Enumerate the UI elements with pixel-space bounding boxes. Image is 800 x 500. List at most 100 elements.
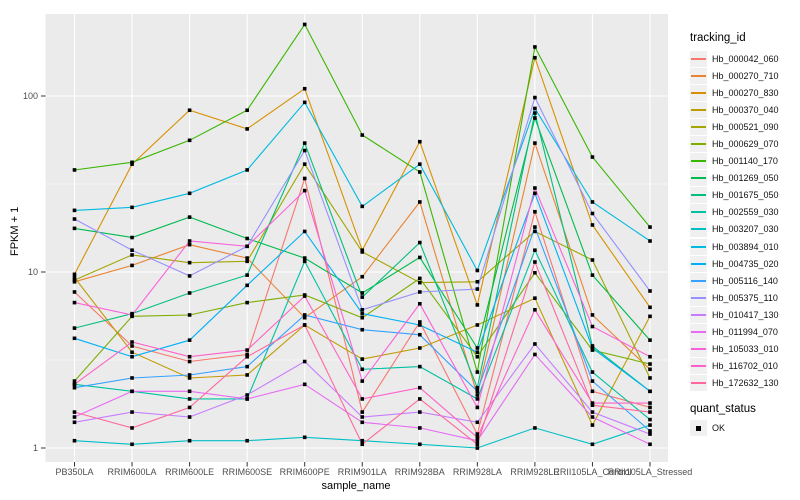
- data-point-marker: [590, 410, 595, 414]
- legend-item-Hb_002559_030: Hb_002559_030: [690, 204, 779, 221]
- data-point-marker: [72, 290, 77, 294]
- x-tick-label-RRII105LA_Stressed: RRII105LA_Stressed: [607, 467, 693, 477]
- data-point-marker: [533, 260, 537, 264]
- data-point-marker: [130, 313, 134, 317]
- legend-item-quant-ok: OK: [690, 419, 725, 436]
- x-tick-label-PB350LA: PB350LA: [55, 467, 94, 477]
- legend-item-label: Hb_003894_010: [712, 241, 779, 252]
- data-point-marker: [72, 420, 77, 425]
- data-point-marker: [302, 100, 307, 105]
- data-point-marker: [533, 106, 537, 111]
- legend-line-icon: [691, 91, 706, 94]
- legend-line-icon: [691, 74, 706, 77]
- black-square-point-icon: [696, 425, 701, 431]
- legend-item-label: Hb_000270_830: [712, 87, 779, 98]
- data-point-marker: [418, 240, 422, 245]
- data-point-marker: [648, 405, 652, 410]
- data-point-marker: [533, 116, 537, 120]
- legend-key-swatch: [690, 118, 707, 135]
- data-point-marker: [130, 235, 134, 240]
- x-tick-label-RRIM600LE: RRIM600LE: [165, 467, 215, 477]
- data-point-marker: [245, 236, 249, 241]
- data-point-marker: [72, 208, 77, 213]
- data-point-marker: [245, 127, 249, 131]
- data-point-marker: [187, 260, 192, 265]
- data-point-marker: [302, 382, 307, 387]
- legend-item-label: Hb_000270_710: [712, 70, 779, 81]
- data-point-marker: [72, 379, 77, 383]
- data-point-marker: [187, 313, 192, 317]
- data-point-marker: [245, 373, 249, 377]
- data-point-marker: [130, 205, 134, 210]
- data-point-marker: [360, 442, 365, 447]
- data-point-marker: [475, 420, 480, 425]
- data-point-marker: [72, 438, 77, 443]
- legend-item-label: Hb_000042_060: [712, 53, 779, 64]
- data-point-marker: [590, 324, 595, 329]
- data-point-marker: [302, 259, 307, 264]
- legend-key-swatch: [690, 221, 707, 238]
- data-point-marker: [187, 191, 192, 196]
- legend-item-label: Hb_005375_110: [712, 292, 778, 303]
- data-point-marker: [302, 188, 307, 193]
- legend-item-Hb_004735_020: Hb_004735_020: [690, 255, 779, 272]
- data-point-marker: [648, 429, 652, 433]
- data-point-marker: [418, 280, 422, 285]
- legend-item-label: Hb_172632_130: [712, 378, 779, 389]
- x-tick-label-RRIM901LA: RRIM901LA: [337, 467, 387, 477]
- legend-item-label: Hb_003207_030: [712, 224, 779, 235]
- x-tick-label-RRII105LA_Control: RRII105LA_Control: [553, 467, 632, 477]
- data-point-marker: [590, 389, 595, 394]
- legend-line-icon: [691, 331, 706, 334]
- data-point-marker: [302, 315, 307, 320]
- data-point-marker: [590, 223, 595, 227]
- data-point-marker: [648, 376, 652, 380]
- legend-key-swatch: [690, 101, 707, 118]
- data-point-marker: [72, 382, 77, 387]
- data-point-marker: [130, 248, 134, 253]
- legend-key-swatch: [690, 136, 707, 153]
- data-point-marker: [360, 357, 365, 361]
- legend-line-icon: [691, 245, 706, 248]
- data-point-marker: [72, 275, 77, 280]
- legend-key-swatch: [690, 84, 707, 101]
- legend-key-swatch: [690, 306, 707, 323]
- y-tick-label-10: 10: [27, 267, 38, 277]
- data-point-marker: [475, 432, 480, 436]
- data-point-marker: [648, 442, 652, 447]
- data-point-marker: [187, 274, 192, 278]
- legend-line-icon: [691, 365, 706, 368]
- legend-key-swatch: [690, 358, 707, 375]
- data-point-marker: [418, 139, 422, 144]
- data-point-marker: [590, 442, 595, 447]
- data-point-marker: [72, 415, 77, 419]
- legend-item-Hb_010417_130: Hb_010417_130: [690, 306, 779, 323]
- data-point-marker: [72, 410, 77, 414]
- legend-line-icon: [691, 57, 706, 60]
- data-point-marker: [475, 393, 480, 397]
- data-point-marker: [475, 389, 480, 394]
- legend-line-icon: [691, 382, 706, 385]
- data-point-marker: [533, 342, 537, 346]
- data-point-marker: [187, 108, 192, 113]
- data-point-marker: [187, 239, 192, 243]
- data-point-marker: [245, 397, 249, 401]
- legend-item-Hb_000629_070: Hb_000629_070: [690, 135, 779, 153]
- y-tick-label-1: 1: [32, 443, 38, 453]
- x-tick-label-RRIM600PE: RRIM600PE: [279, 467, 330, 477]
- legend-item-Hb_005116_140: Hb_005116_140: [690, 272, 779, 289]
- legend-item-Hb_001140_170: Hb_001140_170: [690, 153, 779, 170]
- data-point-marker: [187, 359, 192, 364]
- data-point-marker: [475, 438, 480, 443]
- data-point-marker: [648, 417, 652, 422]
- data-point-marker: [533, 307, 537, 312]
- data-point-marker: [590, 211, 595, 216]
- data-point-marker: [590, 401, 595, 405]
- data-point-marker: [590, 348, 595, 352]
- data-point-marker: [360, 367, 365, 372]
- data-point-marker: [245, 168, 249, 172]
- data-point-marker: [533, 225, 537, 229]
- legend-item-label: Hb_011994_070: [712, 327, 778, 338]
- data-point-marker: [590, 313, 595, 317]
- data-point-marker: [648, 354, 652, 359]
